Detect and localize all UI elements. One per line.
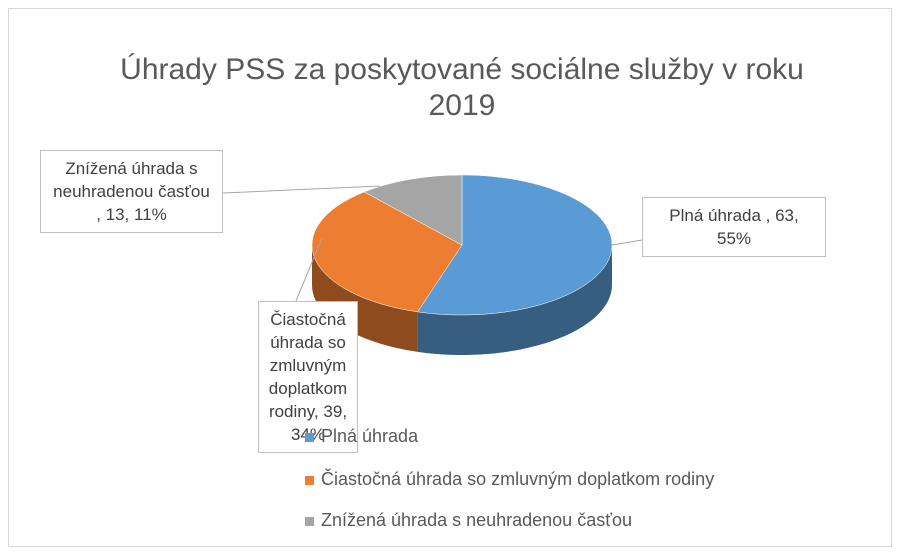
leader-line: [295, 237, 323, 302]
chart-title: Úhrady PSS za poskytované sociálne služb…: [120, 53, 804, 122]
legend-swatch: [305, 516, 314, 526]
legend-entry: Znížená úhrada s neuhradenou časťou: [305, 510, 632, 531]
data-label: Znížená úhrada s neuhradenou časťou , 13…: [40, 150, 223, 233]
data-label: Čiastočná úhrada so zmluvným doplatkom r…: [258, 301, 358, 453]
legend-entry: Plná úhrada: [305, 426, 418, 447]
pie-slice: [417, 174, 613, 316]
leader-line: [611, 239, 643, 246]
legend-swatch: [305, 475, 314, 485]
pie-slice: [363, 174, 463, 246]
legend-swatch: [305, 432, 314, 442]
legend-label: Čiastočná úhrada so zmluvným doplatkom r…: [321, 469, 715, 489]
chart-frame: [8, 8, 892, 547]
leader-line: [222, 185, 381, 194]
legend-label: Znížená úhrada s neuhradenou časťou: [321, 510, 632, 530]
data-label: Plná úhrada , 63, 55%: [642, 197, 826, 257]
pie-slice-side: [417, 245, 612, 355]
pie-slice: [311, 191, 463, 313]
legend-entry: Čiastočná úhrada so zmluvným doplatkom r…: [305, 469, 714, 490]
legend-label: Plná úhrada: [321, 426, 419, 446]
